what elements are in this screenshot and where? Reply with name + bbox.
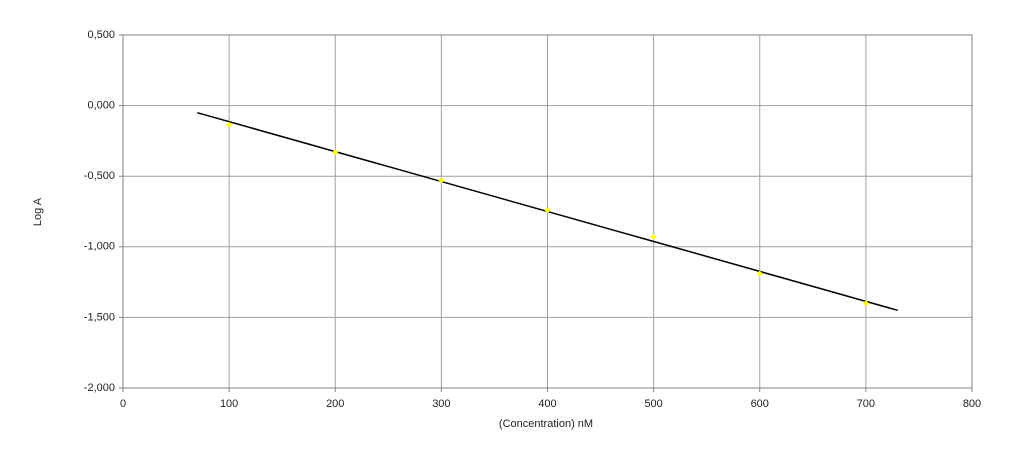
x-tick-label: 0 <box>120 398 126 410</box>
data-point <box>862 300 869 307</box>
x-tick-label: 700 <box>857 398 875 410</box>
data-point <box>438 177 445 184</box>
y-tick-label: 0,500 <box>87 29 115 41</box>
y-tick-label: -1,500 <box>84 311 115 323</box>
x-tick-label: 500 <box>644 398 662 410</box>
y-tick-label: 0,000 <box>87 100 115 112</box>
data-point <box>332 149 339 156</box>
plot-border <box>122 34 973 389</box>
y-tick-label: -2,000 <box>84 382 115 394</box>
data-point <box>650 233 657 240</box>
x-axis-label: (Concentration) nM <box>499 418 593 430</box>
data-point <box>756 270 763 277</box>
x-tick-label: 200 <box>326 398 344 410</box>
x-tick-label: 800 <box>963 398 981 410</box>
x-tick-label: 100 <box>220 398 238 410</box>
y-axis-label: Log A <box>32 197 44 226</box>
data-point <box>226 121 233 128</box>
y-tick-label: -0,500 <box>84 170 115 182</box>
x-tick-label: 600 <box>751 398 769 410</box>
data-point <box>544 207 551 214</box>
x-tick-label: 300 <box>432 398 450 410</box>
x-tick-label: 400 <box>538 398 556 410</box>
y-tick-label: -1,000 <box>84 241 115 253</box>
